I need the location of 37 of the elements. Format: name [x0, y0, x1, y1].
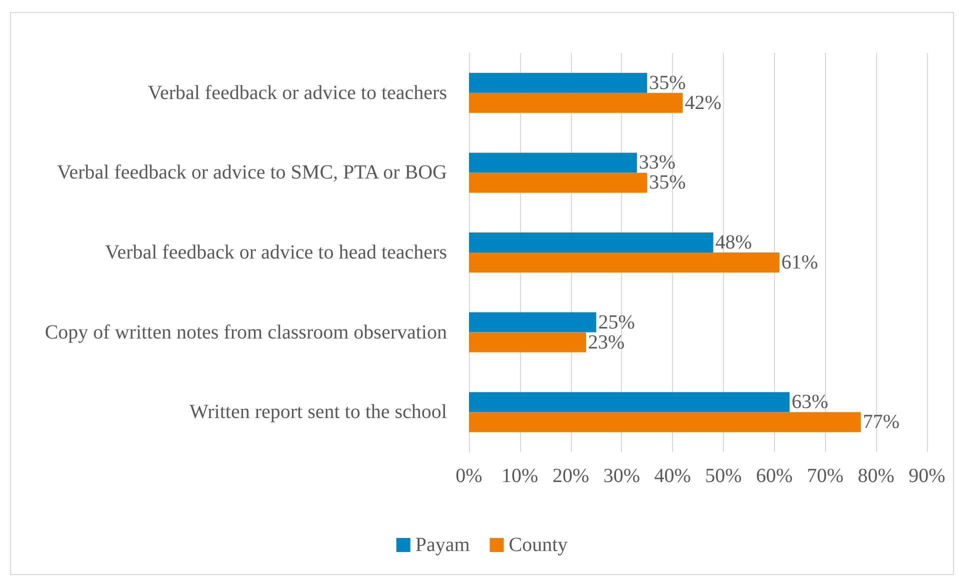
bar — [469, 172, 648, 193]
data-label: 23% — [588, 331, 625, 354]
bar — [469, 252, 780, 272]
bar — [469, 392, 790, 412]
y-tick-label: Verbal feedback or advice to SMC, PTA or BOG — [57, 162, 447, 184]
x-tick-label: 50% — [705, 465, 742, 487]
x-tick-label: 0% — [456, 465, 482, 487]
data-label: 25% — [598, 311, 635, 334]
data-label: 35% — [649, 172, 686, 194]
x-tick-label: 90% — [908, 465, 946, 487]
legend-label: County — [508, 534, 568, 556]
x-tick-label: 20% — [552, 465, 590, 487]
y-tick-label: Verbal feedback or advice to head teachers — [104, 242, 448, 264]
bar — [469, 232, 714, 252]
x-tick-label: 60% — [756, 465, 793, 487]
y-tick-label: Verbal feedback or advice to teachers — [148, 82, 448, 104]
bar — [469, 72, 648, 93]
bar — [469, 152, 637, 173]
data-label: 61% — [781, 252, 818, 274]
data-label: 63% — [792, 391, 828, 414]
data-label: 77% — [862, 411, 900, 434]
bar — [469, 412, 861, 432]
data-label: 33% — [638, 152, 676, 174]
bar — [469, 312, 596, 332]
bar — [469, 92, 683, 113]
x-tick-label: 40% — [654, 465, 691, 487]
y-tick-label: Written report sent to the school — [190, 401, 448, 424]
x-tick-label: 80% — [858, 465, 894, 487]
data-label: 48% — [715, 232, 752, 254]
legend-label: Payam — [415, 534, 470, 556]
x-tick-label: 10% — [502, 465, 538, 487]
bar — [469, 332, 586, 352]
data-label: 35% — [649, 72, 686, 94]
x-tick-label: 30% — [603, 465, 640, 487]
x-tick-label: 70% — [806, 465, 844, 487]
y-tick-label: Copy of written notes from classroom observation — [44, 321, 447, 344]
data-label: 42% — [684, 92, 722, 114]
